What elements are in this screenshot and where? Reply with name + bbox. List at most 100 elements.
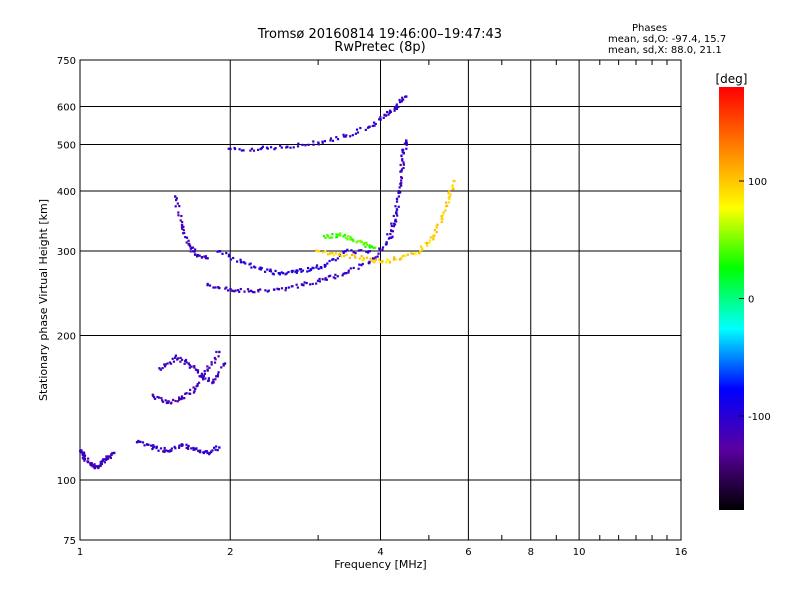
data-point (331, 252, 334, 255)
data-point (113, 451, 116, 455)
data-point (106, 457, 110, 460)
data-point (355, 128, 359, 131)
data-point (187, 447, 190, 450)
y-tick-label: 75 (63, 536, 76, 547)
data-point (395, 107, 399, 111)
data-point (269, 146, 273, 149)
colorbar-tick-label: 100 (748, 177, 767, 188)
data-point (143, 444, 146, 447)
data-point (202, 375, 206, 378)
data-point (397, 190, 401, 193)
data-point (393, 108, 396, 111)
data-point (169, 362, 173, 365)
data-point (449, 193, 452, 196)
data-point (150, 444, 153, 447)
data-point (82, 457, 85, 460)
data-point (347, 269, 350, 272)
data-point (200, 374, 203, 378)
data-point (447, 201, 451, 204)
data-point (228, 253, 231, 256)
data-point (326, 262, 329, 265)
data-point (206, 283, 209, 287)
data-point (374, 246, 377, 249)
data-point (342, 250, 345, 253)
data-point (264, 270, 267, 273)
data-point (238, 148, 241, 151)
data-point (309, 283, 312, 286)
data-point (357, 240, 360, 243)
data-point (323, 140, 327, 143)
data-point (396, 214, 399, 217)
data-point (203, 255, 206, 258)
data-point (390, 222, 393, 225)
data-point (329, 137, 333, 140)
data-point (374, 258, 378, 261)
data-point (393, 109, 396, 112)
data-point (192, 250, 195, 253)
data-point (189, 245, 192, 248)
data-point (238, 290, 241, 293)
data-point (352, 266, 355, 270)
data-point (166, 362, 169, 365)
data-point (394, 205, 397, 208)
data-point (268, 269, 271, 272)
data-point (379, 116, 382, 119)
data-point (393, 223, 397, 226)
data-point (327, 275, 330, 278)
data-point (383, 113, 386, 116)
data-point (211, 449, 214, 452)
data-point (398, 101, 402, 104)
data-point (174, 205, 177, 208)
data-point (147, 443, 150, 446)
data-point (233, 147, 237, 151)
data-point (318, 277, 321, 281)
data-point (198, 375, 201, 378)
data-point (400, 170, 403, 173)
data-point (170, 401, 173, 404)
y-axis-label: Stationary phase Virtual Height [km] (37, 199, 50, 401)
data-point (364, 245, 367, 248)
data-point (251, 290, 255, 294)
data-point (151, 447, 154, 451)
data-point (433, 229, 437, 232)
data-point (216, 449, 219, 452)
data-point (214, 448, 217, 451)
data-point (304, 144, 307, 147)
data-point (346, 238, 349, 241)
data-point (381, 246, 385, 249)
data-point (392, 222, 395, 225)
data-point (204, 255, 207, 258)
data-point (180, 223, 184, 227)
data-point (429, 236, 432, 239)
data-point (342, 133, 345, 136)
data-point (368, 250, 371, 253)
data-point (306, 270, 309, 273)
data-point (155, 445, 158, 448)
data-point (156, 395, 159, 399)
data-point (404, 141, 408, 144)
data-point (331, 258, 334, 261)
data-point (284, 273, 287, 276)
data-point (177, 211, 180, 214)
data-point (368, 260, 371, 264)
data-point (151, 394, 155, 397)
data-point (343, 233, 347, 236)
data-point (350, 249, 353, 252)
data-point (266, 268, 269, 271)
data-point (400, 176, 403, 179)
data-point (285, 272, 288, 275)
data-point (339, 251, 342, 255)
data-point (447, 189, 451, 193)
data-point (155, 446, 158, 450)
data-point (303, 281, 306, 284)
data-point (93, 463, 96, 466)
data-point (365, 250, 368, 253)
data-point (402, 163, 405, 166)
data-point (173, 356, 177, 359)
data-point (214, 286, 217, 289)
data-point (393, 256, 396, 259)
data-point (217, 355, 220, 358)
data-point (181, 227, 184, 230)
data-point (351, 134, 354, 137)
data-point (207, 379, 210, 382)
